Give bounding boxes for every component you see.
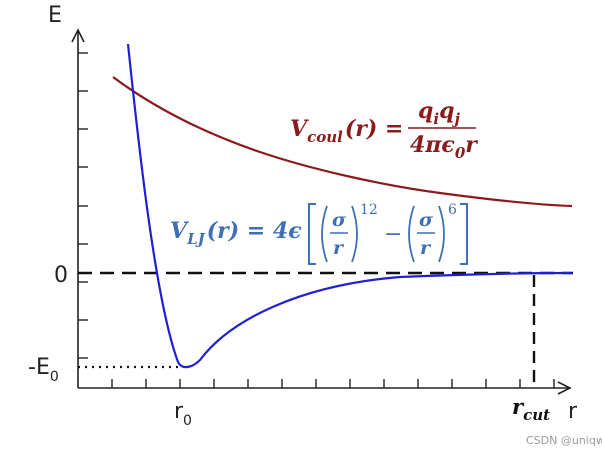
lj-right-square-bracket	[460, 203, 468, 265]
x-axis-ticks	[111, 379, 555, 388]
lj-r-2: r	[420, 237, 432, 259]
lj-sigma-1: σ	[332, 209, 347, 231]
lj-lhs: VLJ(r) = 4ϵ	[170, 218, 302, 248]
lj-minus: −	[384, 222, 402, 247]
lj-left-square-bracket	[308, 203, 316, 265]
x-axis-arrowhead	[557, 381, 572, 395]
coulomb-curve	[112, 76, 573, 208]
lennard-jones-curve	[126, 43, 573, 369]
lj-paren-left-1	[321, 205, 328, 263]
axes	[71, 28, 572, 395]
e0-tick-label: -E0	[28, 355, 59, 385]
y-axis-label: E	[48, 3, 62, 28]
lj-r-1: r	[333, 237, 345, 259]
x-axis-label: r	[568, 399, 578, 424]
coulomb-numerator: qiqj	[418, 98, 460, 128]
lj-exponent-12: 12	[360, 202, 378, 218]
coulomb-denominator: 4πϵ0r	[410, 132, 478, 162]
lj-sigma-2: σ	[419, 209, 434, 231]
lj-paren-right-1	[351, 205, 358, 263]
zero-tick-label: 0	[54, 263, 68, 288]
r0-tick-label: r0	[174, 399, 192, 429]
lj-exponent-6: 6	[448, 202, 457, 218]
lennard-jones-formula: VLJ(r) = 4ϵ σ r 12 − σ r 6	[170, 202, 468, 265]
lj-paren-left-2	[408, 205, 415, 263]
coulomb-lhs: Vcoul(r) =	[290, 116, 403, 146]
lj-paren-right-2	[438, 205, 445, 263]
y-axis-arrowhead	[71, 28, 85, 43]
watermark: CSDN @uniqw	[526, 434, 602, 447]
coulomb-formula: Vcoul(r) = qiqj 4πϵ0r	[290, 98, 478, 162]
rcut-tick-label: rcut	[512, 394, 550, 424]
y-axis-ticks	[78, 52, 88, 359]
